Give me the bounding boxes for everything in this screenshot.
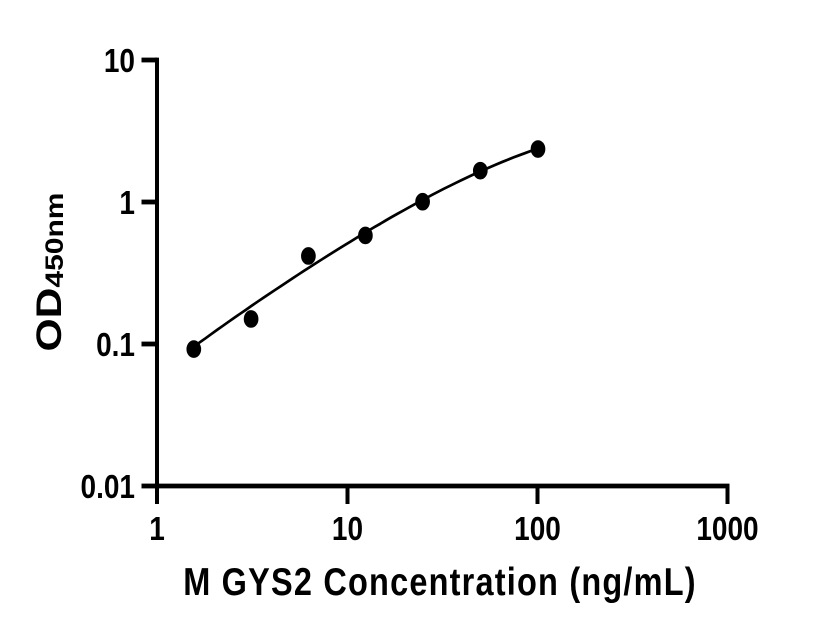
svg-text:M GYS2 Concentration (ng/mL): M GYS2 Concentration (ng/mL) [183,560,697,603]
svg-text:0.1: 0.1 [96,326,135,364]
svg-text:1000: 1000 [696,510,758,548]
svg-text:100: 100 [514,510,561,548]
svg-text:OD450nm: OD450nm [30,193,69,352]
svg-text:0.01: 0.01 [81,468,135,506]
svg-text:1: 1 [149,510,165,548]
svg-text:10: 10 [104,42,135,80]
svg-text:1: 1 [119,184,135,222]
svg-text:10: 10 [332,510,363,548]
